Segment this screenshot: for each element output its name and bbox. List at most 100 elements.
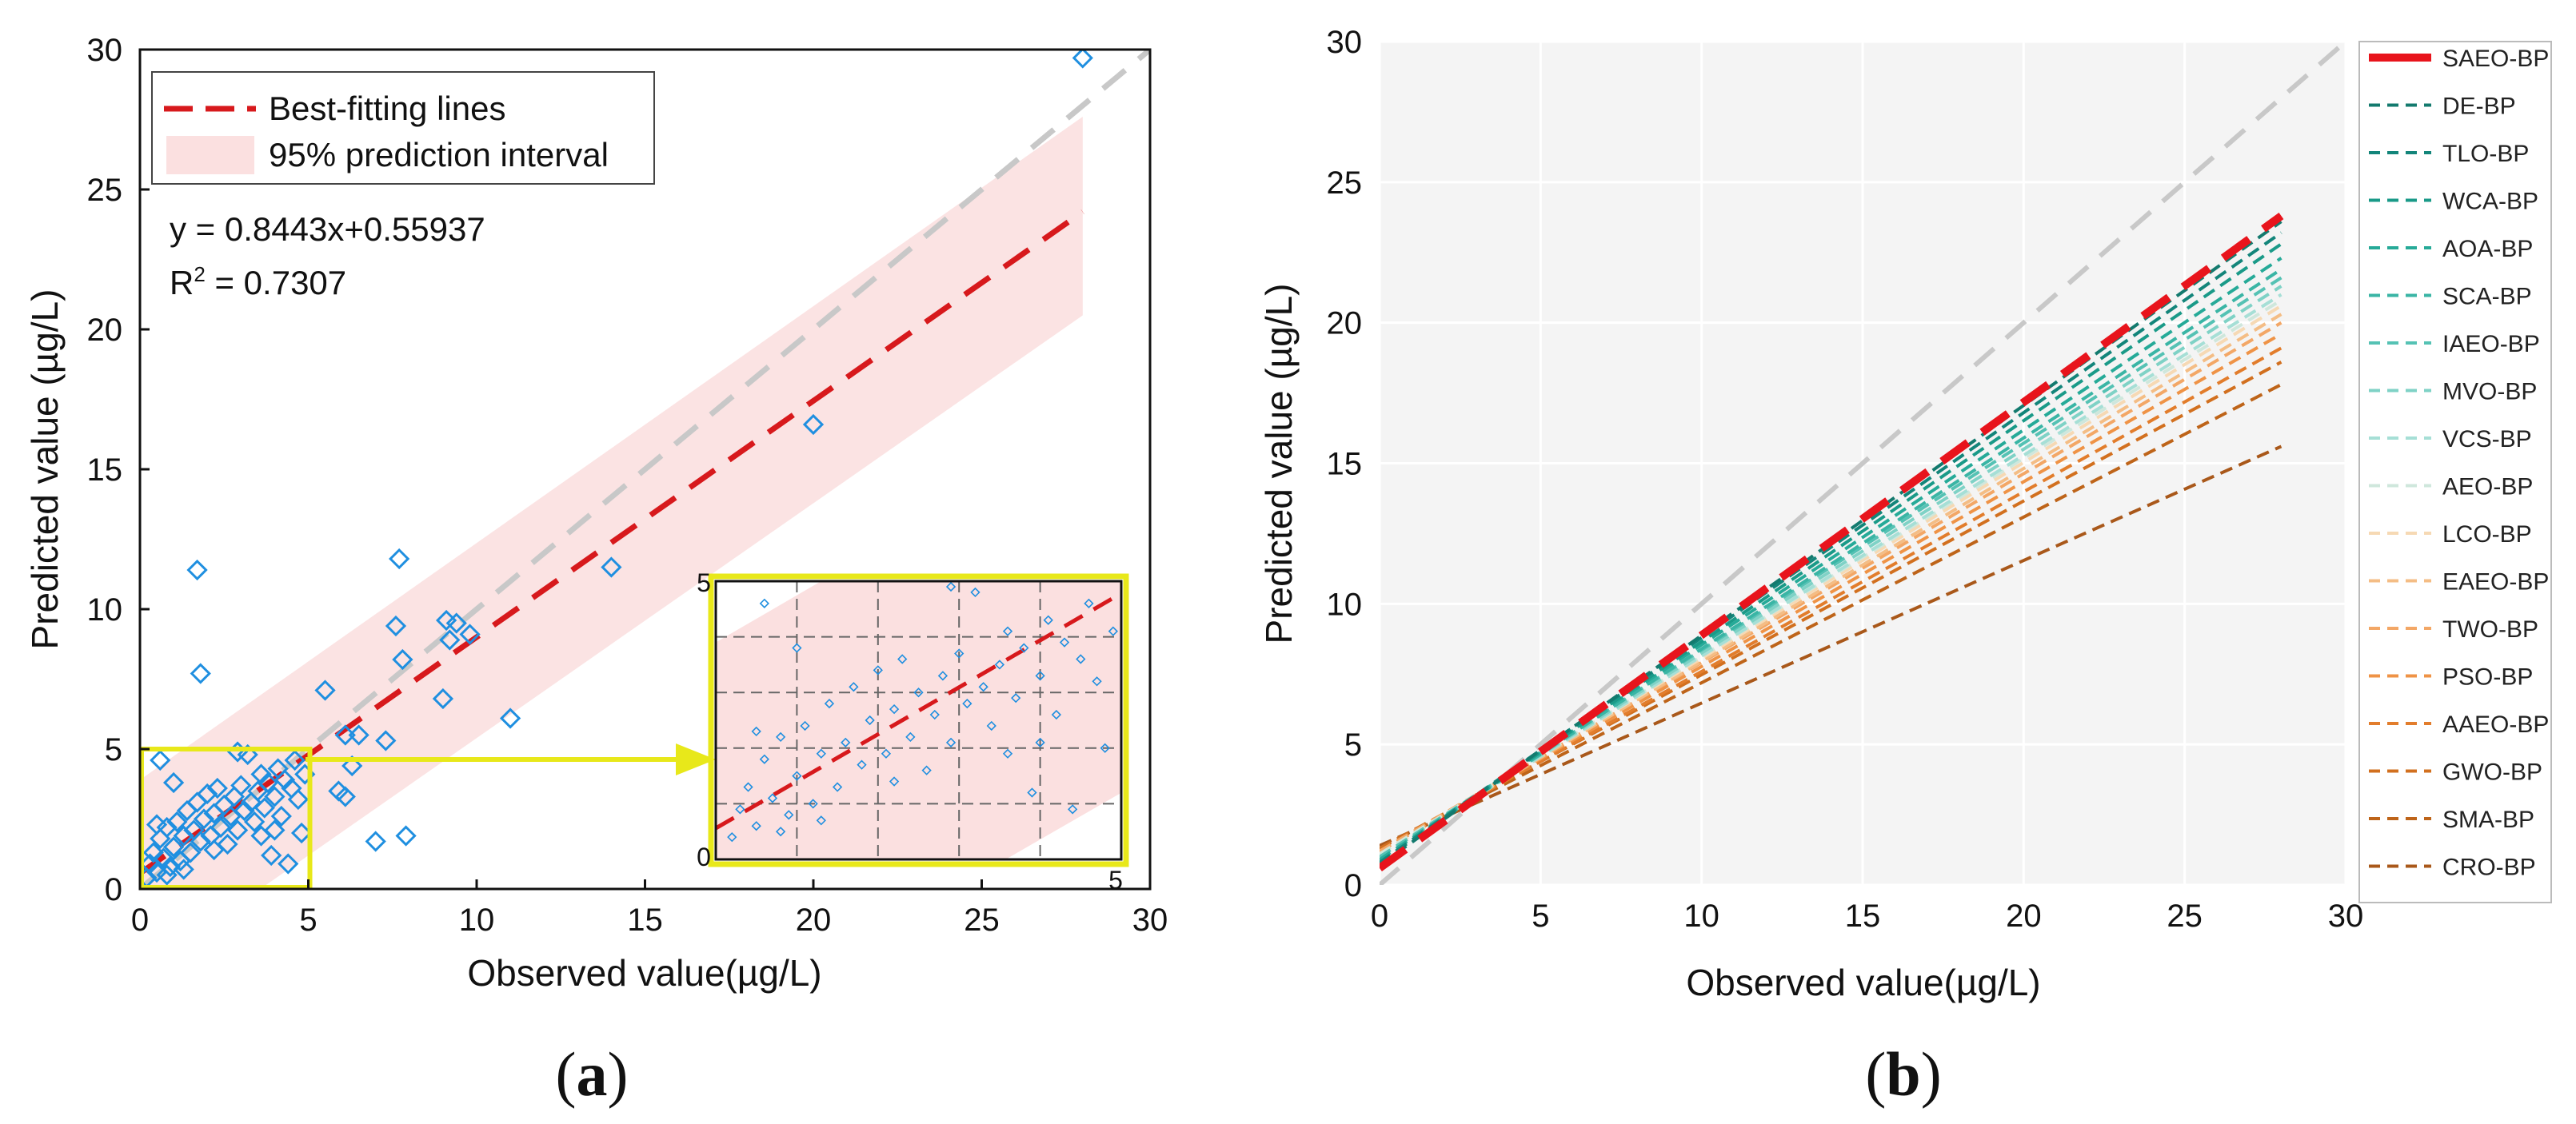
scatter-points	[140, 50, 1093, 889]
series-line-two-bp	[1380, 321, 2282, 853]
scatter-point	[142, 842, 164, 863]
legend-label: AAEO-BP	[2442, 711, 2549, 738]
scatter-point	[159, 855, 182, 878]
scatter-point	[206, 777, 228, 799]
series-line-sma-bp	[1380, 383, 2282, 851]
scatter-point	[217, 833, 238, 855]
scatter-point	[432, 688, 454, 710]
inset-scatter-point	[1035, 737, 1045, 747]
scatter-point	[234, 799, 255, 822]
x-tick-label-b: 15	[1845, 899, 1881, 934]
inset-scatter-point	[937, 671, 949, 681]
inset-scatter-point	[792, 771, 802, 781]
y-tick-label-b: 30	[1327, 25, 1363, 60]
scatter-point	[389, 548, 410, 570]
scatter-point	[150, 749, 171, 771]
scatter-point	[264, 786, 286, 807]
scatter-point	[392, 648, 413, 671]
x-axis-ticks-a: 0 5 10 15 20 25 30	[131, 879, 1168, 938]
y-tick-label-b: 0	[1344, 868, 1362, 903]
legend-label: EAEO-BP	[2442, 569, 2549, 596]
inset-scatter-point	[735, 804, 745, 815]
inset-scatter-point	[751, 821, 761, 831]
scatter-point	[395, 825, 417, 847]
scatter-point	[230, 775, 252, 796]
y-tick-label: 5	[105, 732, 122, 767]
inset-tick-x5: 5	[1108, 866, 1123, 895]
scatter-point	[254, 797, 275, 819]
inset-scatter-point	[945, 737, 957, 747]
inset-scatter-point	[816, 815, 826, 826]
scatter-point	[348, 724, 369, 746]
scatter-point	[499, 707, 521, 729]
inset-scatter-points	[727, 581, 1118, 843]
inset-scatter-point	[1002, 748, 1013, 759]
inset-scatter-point	[978, 682, 988, 692]
x-axis-label-a: Observed value(µg/L)	[467, 952, 821, 994]
inset-tick-x0: 0	[697, 843, 711, 871]
scatter-point	[190, 831, 211, 852]
inset-scatter-point	[921, 765, 932, 775]
inset-scatter-point	[1100, 743, 1110, 753]
inset-scatter-point	[1076, 654, 1086, 664]
scatter-point	[162, 836, 185, 858]
x-tick-label-b: 30	[2328, 899, 2364, 934]
scatter-point	[203, 839, 225, 861]
inset-scatter-point	[929, 709, 940, 720]
inset-zoom-plot: 0 5 5	[697, 568, 1129, 895]
y-tick-label: 25	[87, 173, 123, 208]
scatter-point	[287, 788, 309, 811]
inset-scatter-point	[800, 720, 810, 731]
legend-label: LCO-BP	[2442, 521, 2532, 548]
series-line-cro-bp	[1380, 444, 2282, 847]
x-tick-label-b: 10	[1683, 899, 1719, 934]
x-tick-label-b: 25	[2167, 899, 2203, 934]
inset-scatter-point	[857, 759, 867, 770]
x-tick-label-b: 20	[2006, 899, 2042, 934]
inset-scatter-point	[1059, 637, 1070, 648]
series-line-saeo-bp	[1380, 212, 2284, 871]
scatter-point	[385, 615, 407, 637]
inset-scatter-point	[897, 654, 908, 664]
series-line-eaeo-bp	[1380, 313, 2282, 856]
inset-scatter-point	[1019, 643, 1029, 653]
inset-scatter-point	[727, 832, 737, 843]
inset-scatter-point	[1035, 671, 1045, 681]
legend-b: SAEO-BP DE-BP TLO-BP WCA-BP AOA-BP SCA-BP IAEO…	[2358, 41, 2552, 903]
panel-a: 0 5 10 15 20 25 30 0 5 10 15 20 25 30 0 5 5 Best-fit…	[24, 33, 1168, 1109]
inset-scatter-point	[954, 648, 965, 659]
legend-label: DE-BP	[2442, 94, 2516, 120]
x-tick-label: 30	[1132, 903, 1168, 938]
y-tick-label-b: 10	[1327, 587, 1363, 622]
scatter-point	[237, 743, 258, 766]
legend-label: MVO-BP	[2442, 379, 2537, 405]
inset-scatter-point	[1108, 626, 1118, 636]
inset-scatter-point	[1068, 804, 1078, 815]
inset-scatter-point	[962, 698, 972, 709]
legend-label: GWO-BP	[2442, 759, 2542, 786]
inset-best-fit-line	[716, 592, 1121, 831]
legend-fit-label: Best-fitting lines	[269, 90, 505, 127]
scatter-point	[261, 844, 282, 867]
scatter-point	[173, 859, 194, 880]
scatter-point	[439, 629, 461, 651]
legend-label: SMA-BP	[2442, 807, 2534, 833]
legend-label: TWO-BP	[2442, 616, 2538, 643]
inset-tick-y5: 5	[697, 568, 711, 597]
inset-scatter-point	[832, 782, 843, 792]
series-line-pso-bp	[1380, 332, 2282, 853]
legend-label: WCA-BP	[2442, 189, 2538, 215]
identity-line	[140, 50, 1150, 889]
caption-b: (b)	[1865, 1039, 1941, 1109]
x-axis-ticks-b: 0 5 10 15 20 25 30	[1371, 899, 2363, 934]
x-tick-label-b: 5	[1532, 899, 1549, 934]
inset-scatter-point	[1092, 676, 1102, 687]
scatter-point	[284, 749, 306, 771]
inset-scatter-point	[994, 660, 1005, 670]
x-tick-label: 0	[131, 903, 149, 938]
y-tick-label-b: 25	[1327, 165, 1363, 201]
scatter-point	[341, 755, 363, 777]
x-tick-label: 25	[964, 903, 1000, 938]
scatter-point	[1072, 50, 1093, 69]
